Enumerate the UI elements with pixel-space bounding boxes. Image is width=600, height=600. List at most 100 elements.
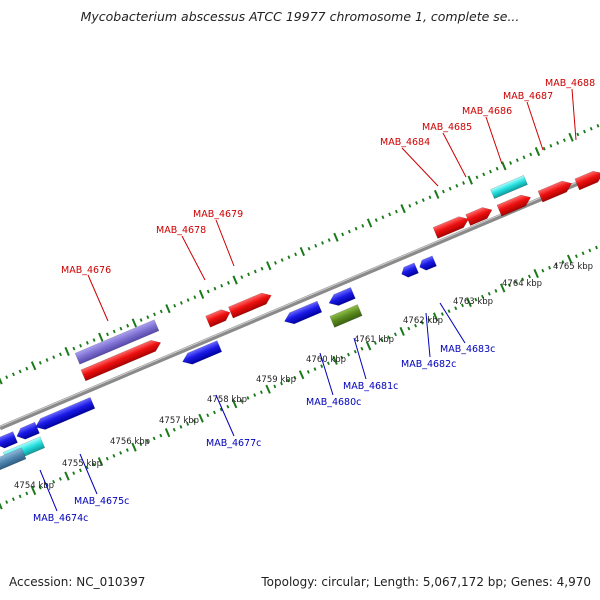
tick-mark	[280, 258, 284, 262]
tick-mark	[407, 326, 411, 331]
tick-mark	[293, 375, 297, 380]
tick-mark	[314, 243, 318, 248]
gene-MAB_4680c[interactable]	[282, 300, 323, 327]
gene-MAB_4674c[interactable]	[0, 431, 18, 451]
reverse-tick-ring	[0, 245, 598, 510]
tick-mark	[507, 283, 511, 287]
gene-label[interactable]: MAB_4684	[380, 137, 430, 148]
tick-mark	[153, 312, 156, 317]
tick-mark	[333, 232, 339, 242]
tick-mark	[213, 286, 217, 291]
gene-MAB_4686[interactable]	[496, 192, 533, 217]
tick-mark	[332, 355, 338, 365]
gene-MAB_4675c[interactable]	[33, 397, 96, 432]
kbp-label: 4764 kbp	[502, 279, 542, 289]
tick-mark	[193, 295, 197, 300]
tick-mark	[11, 372, 15, 377]
tick-mark	[164, 428, 171, 438]
tick-mark	[501, 161, 507, 171]
gene-MAB_4674c-part[interactable]	[15, 421, 40, 442]
tick-mark	[64, 471, 70, 481]
tick-mark	[253, 269, 257, 274]
gene-label[interactable]: MAB_4688	[545, 78, 595, 89]
tick-mark	[466, 297, 472, 307]
gene-label[interactable]: MAB_4682c	[401, 359, 456, 370]
tick-mark	[542, 146, 546, 151]
gene-label[interactable]: MAB_4677c	[206, 438, 261, 449]
feature-cyan[interactable]	[490, 175, 528, 199]
tick-mark	[341, 232, 345, 237]
tick-mark	[499, 283, 506, 293]
tick-mark	[347, 229, 351, 234]
tick-mark	[298, 370, 305, 380]
leader-line	[526, 101, 544, 151]
gene-MAB_4679[interactable]	[228, 290, 273, 319]
leader-line	[319, 352, 334, 396]
tick-mark	[58, 352, 62, 357]
tick-mark	[18, 369, 22, 374]
tick-mark	[482, 172, 486, 177]
feature-purple[interactable]	[74, 319, 160, 365]
tick-mark	[393, 332, 397, 337]
gene-MAB_4685[interactable]	[465, 204, 495, 226]
gene-label[interactable]: MAB_4681c	[343, 381, 398, 392]
tick-mark	[408, 204, 412, 208]
tick-mark	[112, 329, 116, 334]
tick-mark	[30, 361, 37, 371]
gene-label[interactable]: MAB_4679	[193, 209, 243, 220]
tick-mark	[414, 323, 418, 328]
tick-mark	[253, 393, 257, 397]
gene-MAB_4676[interactable]	[80, 337, 163, 382]
tick-mark	[488, 169, 492, 174]
gene-label[interactable]: MAB_4674c	[33, 513, 88, 524]
gene-MAB_4677c[interactable]	[180, 340, 223, 368]
tick-mark	[240, 275, 244, 280]
tick-mark	[287, 255, 291, 260]
tick-mark	[421, 198, 425, 202]
gene-label[interactable]: MAB_4685	[422, 122, 472, 133]
tick-mark	[354, 226, 358, 231]
kbp-label: 4754 kbp	[14, 481, 54, 491]
tick-mark	[5, 375, 9, 379]
gene-MAB_4683c[interactable]	[417, 255, 437, 272]
tick-mark	[306, 370, 310, 374]
gene-label[interactable]: MAB_4687	[503, 91, 553, 102]
tick-mark	[266, 261, 272, 271]
feature-steel[interactable]	[0, 447, 27, 473]
gene-MAB_4688[interactable]	[574, 168, 600, 191]
tick-mark	[487, 291, 491, 296]
gene-label[interactable]: MAB_4678	[156, 225, 206, 236]
leader-line	[439, 302, 466, 344]
gene-MAB_4687[interactable]	[537, 178, 574, 203]
tick-mark	[159, 433, 163, 438]
tick-mark	[198, 289, 205, 299]
tick-mark	[533, 269, 539, 279]
tick-mark	[212, 410, 216, 415]
gene-MAB_4684[interactable]	[432, 213, 471, 239]
tick-mark	[246, 396, 250, 400]
accession-label: Accession: NC_010397	[9, 575, 146, 589]
leader-line	[215, 219, 235, 267]
tick-mark	[313, 367, 317, 371]
gene-label[interactable]: MAB_4676	[61, 265, 111, 276]
gene-MAB_4678[interactable]	[205, 307, 233, 328]
gene-label[interactable]: MAB_4675c	[74, 496, 129, 507]
tick-mark	[387, 335, 391, 340]
tick-mark	[64, 346, 70, 356]
tick-mark	[165, 304, 171, 314]
gene-label[interactable]: MAB_4680c	[306, 397, 361, 408]
gene-MAB_4681c[interactable]	[327, 287, 356, 308]
tick-mark	[173, 303, 177, 308]
tick-mark	[462, 181, 466, 185]
gene-label[interactable]: MAB_4683c	[440, 344, 495, 355]
tick-mark	[494, 289, 498, 293]
tick-mark	[131, 318, 138, 328]
feature-olive[interactable]	[329, 304, 363, 328]
tick-mark	[420, 320, 424, 325]
gene-MAB_4682c[interactable]	[399, 262, 419, 279]
tick-mark	[186, 422, 190, 426]
tick-mark	[219, 407, 223, 412]
gene-label[interactable]: MAB_4686	[462, 106, 512, 117]
tick-mark	[361, 223, 365, 228]
